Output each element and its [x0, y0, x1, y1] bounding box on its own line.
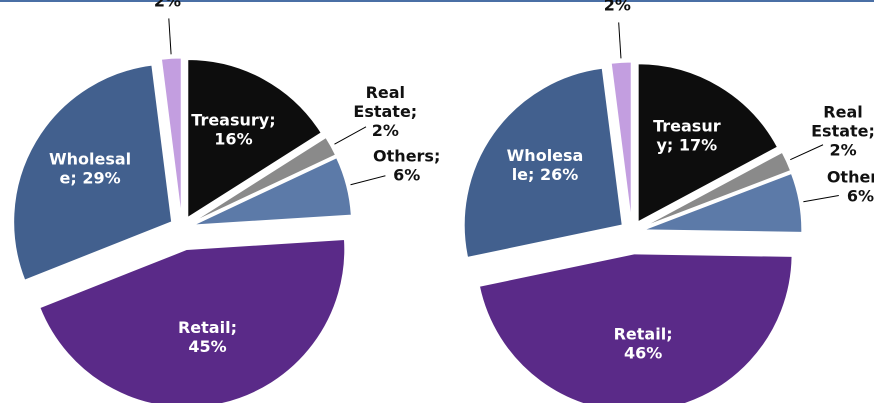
- pie-slice: [610, 61, 632, 221]
- data-label-line: Wholesa: [507, 146, 584, 165]
- data-label: Wholesal e; 29%: [49, 150, 131, 188]
- data-label-line: 46%: [624, 343, 662, 362]
- data-label-line: 2%: [154, 0, 181, 10]
- leader-line: [618, 22, 622, 59]
- data-label-line: y; 17%: [657, 135, 718, 154]
- data-label-line: 2%: [372, 121, 399, 140]
- data-label-line: e; 29%: [60, 169, 121, 188]
- pie-slice: [160, 57, 182, 217]
- data-label: Wholesa le; 26%: [507, 146, 584, 184]
- data-label: Private;2%: [582, 0, 653, 14]
- data-label-line: Real: [823, 103, 862, 122]
- leader-line: [334, 126, 367, 145]
- data-label: Real Estate; 2%: [353, 83, 417, 140]
- data-label-line: Retail;: [614, 324, 673, 343]
- pie-slice: [187, 58, 322, 219]
- data-label-line: 2%: [604, 0, 631, 14]
- data-label-line: 45%: [188, 337, 226, 356]
- leader-line: [790, 144, 824, 161]
- data-label-line: Estate;: [353, 102, 417, 121]
- data-label-line: 6%: [393, 165, 420, 184]
- data-label-line: Wholesal: [49, 150, 131, 169]
- data-label: Treasur y; 17%: [653, 116, 721, 154]
- data-label-line: le; 26%: [512, 165, 579, 184]
- data-label-line: Treasur: [653, 116, 721, 135]
- leader-line: [168, 18, 172, 55]
- pie-slice: [13, 64, 173, 281]
- pie-slice: [192, 136, 337, 223]
- data-label-line: Treasury;: [191, 110, 275, 129]
- pie-slice: [643, 172, 803, 233]
- leader-line: [350, 175, 386, 186]
- data-label: Retail; 46%: [614, 324, 673, 362]
- data-label: Treasury; 16%: [191, 110, 275, 148]
- data-label-line: Estate;: [811, 122, 874, 141]
- data-label-line: 16%: [214, 129, 252, 148]
- data-label: Retail; 45%: [178, 318, 237, 356]
- data-label-line: 6%: [847, 187, 874, 206]
- data-label-line: 2%: [829, 141, 856, 160]
- data-label-line: Others;: [373, 146, 440, 165]
- pie-slice: [478, 253, 793, 403]
- pie-slice: [39, 239, 346, 403]
- pie-slice: [642, 151, 792, 228]
- data-label-line: Real: [366, 83, 405, 102]
- pie-slice: [193, 157, 352, 226]
- data-label: Real Estate; 2%: [811, 103, 874, 160]
- data-label: Others;6%: [373, 146, 440, 184]
- leader-line: [803, 195, 839, 203]
- data-label: Others;6%: [827, 168, 874, 206]
- data-label-line: Others;: [827, 168, 874, 187]
- pie-slice: [637, 63, 779, 223]
- data-label: Private;2%: [132, 0, 203, 10]
- data-label-line: Retail;: [178, 318, 237, 337]
- pie-slice: [463, 67, 623, 258]
